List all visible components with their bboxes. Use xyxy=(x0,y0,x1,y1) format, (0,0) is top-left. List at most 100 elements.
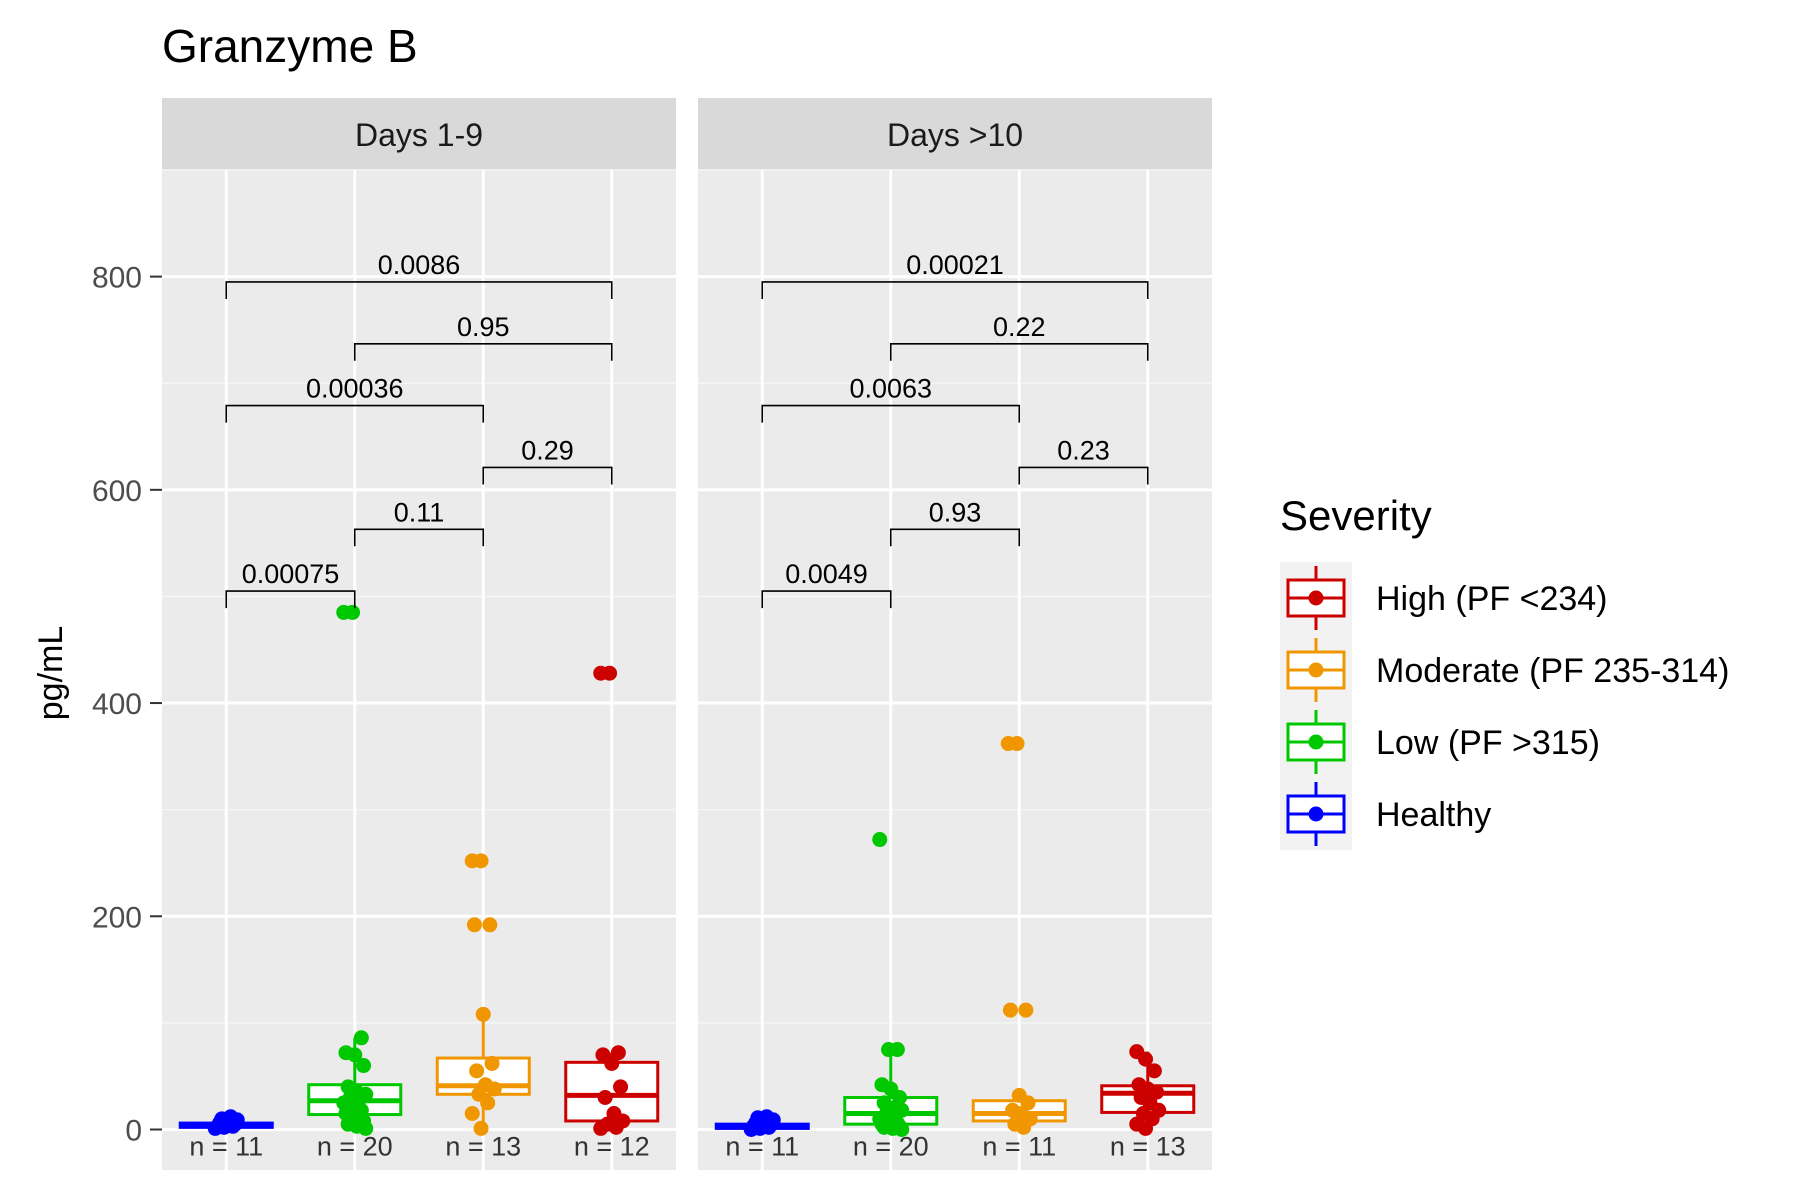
facet-strip xyxy=(698,98,1212,170)
comparison-bracket: 0.93 xyxy=(889,497,1021,547)
data-point xyxy=(872,832,888,848)
panel-background xyxy=(162,170,676,1170)
y-tick-label: 0 xyxy=(125,1114,142,1147)
data-point xyxy=(464,1105,480,1121)
data-point xyxy=(469,1063,485,1079)
sample-size-label: n = 12 xyxy=(574,1131,650,1161)
data-point xyxy=(894,1121,910,1137)
box-group-moderate-pf-235-314: n = 11 xyxy=(971,736,1067,1161)
bracket-line xyxy=(761,404,1021,423)
bracket-line xyxy=(225,281,613,299)
comparison-bracket: 0.00021 xyxy=(761,250,1149,299)
comparison-bracket: 0.00075 xyxy=(225,559,356,609)
data-point xyxy=(473,853,489,869)
box-group-low-pf-315: n = 20 xyxy=(843,832,939,1161)
p-value-label: 0.00075 xyxy=(242,559,340,589)
p-value-label: 0.29 xyxy=(521,435,574,465)
sample-size-label: n = 20 xyxy=(317,1131,393,1161)
box-group-high-pf-234: n = 13 xyxy=(1100,1044,1196,1161)
data-point xyxy=(1138,1051,1154,1067)
bracket-line xyxy=(353,342,613,361)
box-group-healthy: n = 11 xyxy=(714,1109,810,1161)
box-group-high-pf-234: n = 12 xyxy=(564,665,660,1161)
data-point xyxy=(356,1058,372,1074)
comparison-bracket: 0.23 xyxy=(1018,435,1149,485)
y-axis: 0 200 400 600 800 xyxy=(92,262,162,1147)
bracket-line xyxy=(761,281,1149,299)
facet-strip-label: Days >10 xyxy=(887,117,1023,153)
p-value-label: 0.95 xyxy=(457,312,510,342)
data-point xyxy=(759,1109,775,1125)
p-value-label: 0.22 xyxy=(993,312,1046,342)
data-point xyxy=(608,1119,624,1135)
data-point xyxy=(466,917,482,933)
data-point xyxy=(1146,1063,1162,1079)
p-value-label: 0.23 xyxy=(1057,435,1110,465)
p-value-label: 0.0049 xyxy=(785,559,868,589)
legend: Severity High (PF <234) Moderate (PF 235-3… xyxy=(1280,492,1729,850)
bracket-line xyxy=(889,528,1021,547)
bracket-line xyxy=(482,466,613,485)
data-point xyxy=(597,1090,613,1106)
data-point xyxy=(1018,1002,1034,1018)
data-point xyxy=(486,1081,502,1097)
data-point xyxy=(593,1120,609,1136)
data-point xyxy=(353,1030,369,1046)
y-tick-label: 400 xyxy=(92,688,142,721)
data-point xyxy=(602,665,618,681)
chart-title: Granzyme B xyxy=(162,20,418,72)
legend-item-high-pf-234: High (PF <234) xyxy=(1280,562,1608,634)
p-value-label: 0.0063 xyxy=(849,374,932,404)
box-group-moderate-pf-235-314: n = 13 xyxy=(435,853,531,1161)
box-group-low-pf-315: n = 20 xyxy=(307,604,403,1161)
bracket-line xyxy=(225,590,356,609)
panel-days-10: Days >10 n = 11 n = 20 n = 11 n = 13 0.0049 0.… xyxy=(698,98,1212,1170)
p-value-label: 0.00036 xyxy=(306,374,404,404)
data-point xyxy=(482,917,498,933)
bracket-line xyxy=(889,342,1149,361)
comparison-bracket: 0.95 xyxy=(353,312,613,361)
legend-key-point xyxy=(1308,662,1324,678)
sample-size-label: n = 13 xyxy=(445,1131,521,1161)
legend-title: Severity xyxy=(1280,492,1432,539)
data-point xyxy=(347,1047,363,1063)
data-point xyxy=(1138,1120,1154,1136)
data-point xyxy=(613,1079,629,1095)
bracket-line xyxy=(1018,466,1149,485)
data-point xyxy=(358,1120,374,1136)
data-point xyxy=(1009,736,1025,752)
data-point xyxy=(223,1109,239,1125)
legend-label: Low (PF >315) xyxy=(1376,724,1600,762)
p-value-label: 0.93 xyxy=(929,497,982,527)
comparison-bracket: 0.0063 xyxy=(761,374,1021,423)
comparison-bracket: 0.0086 xyxy=(225,250,613,299)
p-value-label: 0.00021 xyxy=(906,250,1004,280)
sample-size-label: n = 11 xyxy=(725,1131,799,1161)
data-point xyxy=(889,1042,905,1058)
y-tick-label: 800 xyxy=(92,262,142,295)
legend-label: Healthy xyxy=(1376,796,1491,834)
panel-days-1-9: Days 1-9 n = 11 n = 20 n = 13 n = 12 0.00075 0… xyxy=(162,98,676,1170)
y-tick-label: 200 xyxy=(92,901,142,934)
legend-item-healthy: Healthy xyxy=(1280,778,1491,850)
comparison-bracket: 0.22 xyxy=(889,312,1149,361)
legend-label: Moderate (PF 235-314) xyxy=(1376,652,1729,690)
bracket-line xyxy=(353,528,485,547)
legend-item-moderate-pf-235-314: Moderate (PF 235-314) xyxy=(1280,634,1729,706)
comparison-bracket: 0.00036 xyxy=(225,374,485,423)
sample-size-label: n = 13 xyxy=(1110,1131,1186,1161)
legend-key-point xyxy=(1308,806,1324,822)
data-point xyxy=(1002,1002,1018,1018)
comparison-bracket: 0.0049 xyxy=(761,559,892,609)
data-point xyxy=(475,1006,491,1022)
chart-panels: Days 1-9 n = 11 n = 20 n = 13 n = 12 0.00075 0… xyxy=(162,98,1212,1170)
sample-size-label: n = 20 xyxy=(853,1131,929,1161)
data-point xyxy=(345,604,361,620)
p-value-label: 0.0086 xyxy=(378,250,461,280)
data-point xyxy=(473,1120,489,1136)
data-point xyxy=(1016,1119,1032,1135)
y-tick-label: 600 xyxy=(92,475,142,508)
facet-strip xyxy=(162,98,676,170)
bracket-line xyxy=(761,590,892,609)
